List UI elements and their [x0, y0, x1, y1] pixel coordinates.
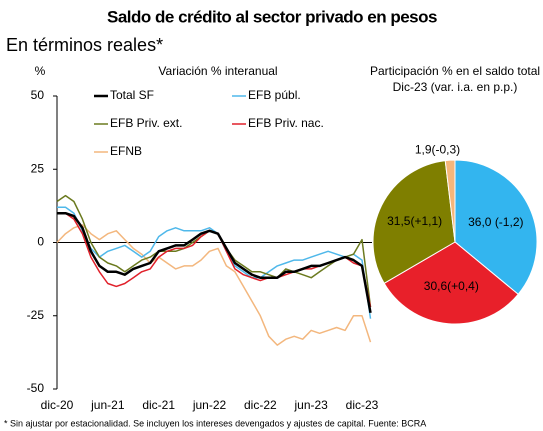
series-line — [57, 206, 372, 319]
page-title: Saldo de crédito al sector privado en pe… — [107, 7, 437, 26]
data-label: 31,5(+1,1) — [387, 214, 442, 228]
pie-slice — [372, 160, 456, 284]
pie-slice — [383, 241, 519, 325]
legend-label: EFNB — [110, 144, 142, 158]
data-label: 1,9(-0,3) — [415, 142, 460, 156]
x-tick-label: jun-22 — [192, 398, 227, 412]
pie-slice — [454, 159, 538, 295]
y-tick-label: -25 — [27, 308, 45, 322]
x-tick-label: jun-23 — [293, 398, 328, 412]
series-line — [57, 211, 372, 314]
legend-label: EFB Priv. ext. — [110, 116, 182, 130]
pie-title: Dic-23 (var. i.a. en p.p.) — [393, 80, 518, 94]
x-tick-label: dic-21 — [142, 398, 175, 412]
pie-title: Participación % en el saldo total — [370, 64, 540, 78]
y-tick-label: 0 — [37, 235, 44, 249]
legend-label: EFB Priv. nac. — [248, 116, 324, 130]
data-label: 30,6(+0,4) — [424, 279, 479, 293]
footnote: * Sin ajustar por estacionalidad. Se inc… — [4, 418, 426, 428]
page-subtitle: En términos reales* — [6, 35, 163, 55]
series-line — [56, 224, 372, 346]
x-tick-label: dic-20 — [41, 398, 74, 412]
series-line — [56, 194, 372, 308]
legend-label: EFB públ. — [248, 88, 301, 102]
line-chart-title: Variación % interanual — [158, 64, 277, 78]
legend-label: Total SF — [110, 88, 154, 102]
data-label: 36,0 (-1,2) — [468, 215, 523, 229]
x-tick-label: jun-21 — [90, 398, 125, 412]
x-tick-label: dic-23 — [346, 398, 379, 412]
y-axis-label: % — [35, 64, 46, 78]
y-tick-label: -50 — [27, 381, 45, 395]
y-tick-label: 25 — [31, 161, 45, 175]
x-tick-label: dic-22 — [244, 398, 277, 412]
pie-slice — [444, 159, 456, 243]
y-tick-label: 50 — [31, 88, 45, 102]
